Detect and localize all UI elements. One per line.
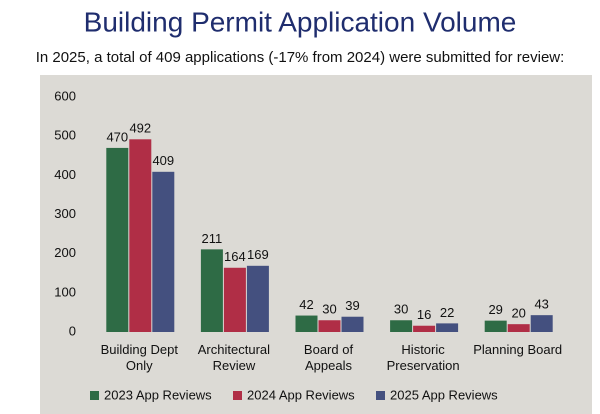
legend-swatch — [90, 391, 99, 400]
y-tick-label: 100 — [54, 284, 76, 299]
value-label: 409 — [152, 153, 174, 168]
value-label: 43 — [534, 297, 548, 312]
x-tick-label: Planning Board — [473, 342, 563, 357]
y-tick-label: 500 — [54, 128, 76, 143]
bar — [507, 324, 530, 332]
legend-label: 2023 App Reviews — [104, 387, 212, 402]
x-tick-label: Building Dept Only — [100, 342, 178, 373]
legend-swatch — [376, 391, 385, 400]
value-label: 39 — [345, 298, 359, 313]
bar — [413, 325, 436, 332]
value-label: 211 — [202, 231, 223, 246]
bar — [530, 315, 553, 332]
y-tick-label: 600 — [54, 88, 76, 103]
bar — [106, 147, 129, 332]
y-tick-label: 400 — [54, 167, 76, 182]
bar — [223, 267, 246, 332]
x-tick-label: Board of Appeals — [303, 342, 354, 373]
legend-label: 2025 App Reviews — [390, 387, 498, 402]
value-label: 30 — [394, 302, 408, 317]
value-label: 470 — [106, 129, 128, 144]
value-label: 42 — [299, 297, 313, 312]
bar — [246, 265, 269, 332]
y-tick-label: 0 — [69, 323, 76, 338]
value-label: 30 — [322, 302, 336, 317]
y-tick-label: 200 — [54, 245, 76, 260]
chart-subtitle: In 2025, a total of 409 applications (-1… — [36, 49, 565, 66]
value-label: 29 — [488, 302, 502, 317]
chart-title: Building Permit Application Volume — [84, 6, 517, 37]
bar — [341, 316, 364, 332]
legend-label: 2024 App Reviews — [247, 387, 355, 402]
bar — [390, 320, 413, 332]
bar — [152, 171, 175, 332]
value-label: 16 — [417, 307, 431, 322]
bar — [129, 139, 152, 332]
value-label: 20 — [511, 306, 525, 321]
y-tick-label: 300 — [54, 206, 76, 221]
x-tick-label: Historic Preservation — [386, 342, 460, 373]
bar — [436, 323, 459, 332]
x-tick-label: Architectural Review — [197, 342, 271, 373]
legend-swatch — [233, 391, 242, 400]
value-label: 169 — [247, 247, 269, 262]
value-label: 492 — [129, 121, 151, 136]
bar — [318, 320, 341, 332]
bar — [484, 320, 507, 332]
bar — [295, 315, 318, 332]
value-label: 164 — [224, 249, 246, 264]
bar — [200, 249, 223, 332]
value-label: 22 — [440, 305, 454, 320]
